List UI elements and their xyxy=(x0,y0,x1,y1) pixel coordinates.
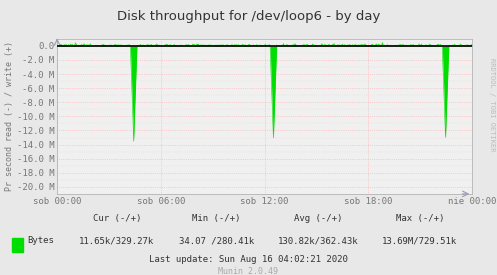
Text: Munin 2.0.49: Munin 2.0.49 xyxy=(219,267,278,275)
Text: 130.82k/362.43k: 130.82k/362.43k xyxy=(278,236,358,245)
Y-axis label: Pr second read (-) / write (+): Pr second read (-) / write (+) xyxy=(5,41,14,191)
Text: Min (-/+): Min (-/+) xyxy=(192,214,241,223)
Text: 13.69M/729.51k: 13.69M/729.51k xyxy=(382,236,458,245)
Text: Disk throughput for /dev/loop6 - by day: Disk throughput for /dev/loop6 - by day xyxy=(117,10,380,23)
Text: Bytes: Bytes xyxy=(27,236,54,245)
Text: 34.07 /280.41k: 34.07 /280.41k xyxy=(178,236,254,245)
Text: Last update: Sun Aug 16 04:02:21 2020: Last update: Sun Aug 16 04:02:21 2020 xyxy=(149,255,348,264)
Text: RRDTOOL / TOBI OETIKER: RRDTOOL / TOBI OETIKER xyxy=(489,58,495,151)
Text: Cur (-/+): Cur (-/+) xyxy=(92,214,141,223)
Text: Avg (-/+): Avg (-/+) xyxy=(294,214,342,223)
Text: 11.65k/329.27k: 11.65k/329.27k xyxy=(79,236,155,245)
Text: Max (-/+): Max (-/+) xyxy=(396,214,444,223)
